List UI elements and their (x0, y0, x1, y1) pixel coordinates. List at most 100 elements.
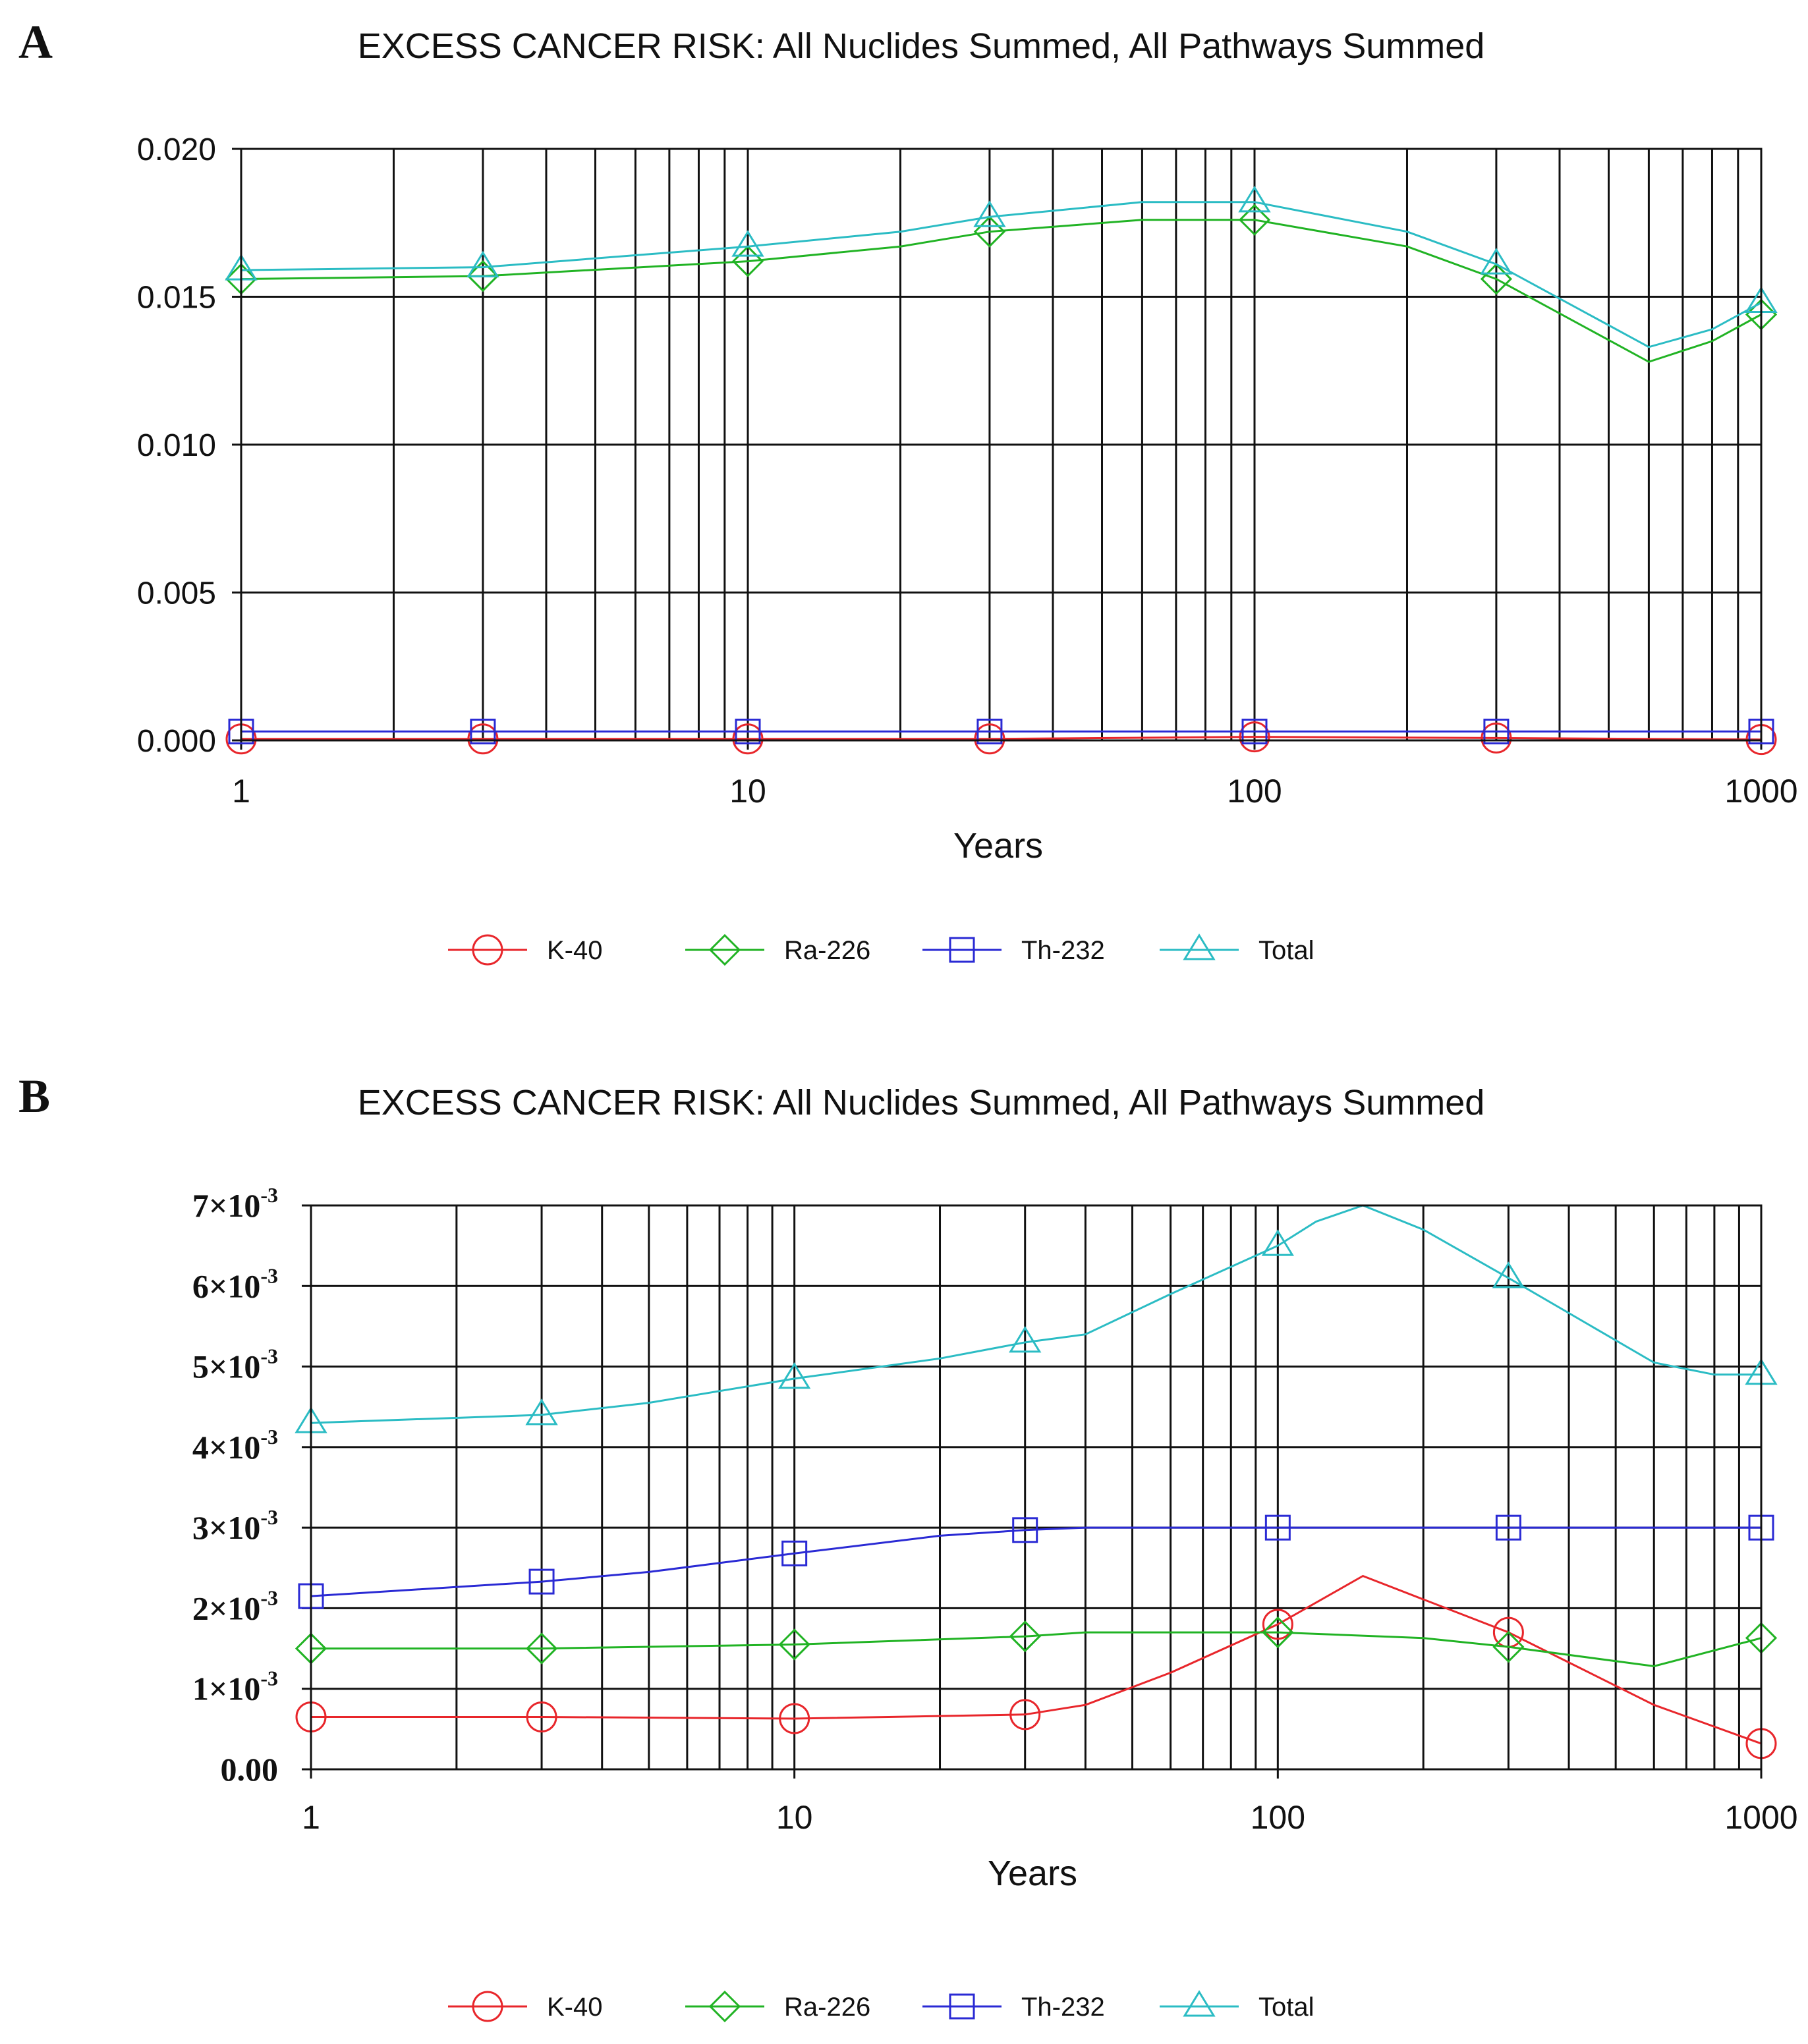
legend-label: Th-232 (1021, 1993, 1105, 2022)
y-tick-label: 5×10-3 (192, 1344, 278, 1385)
series-total (295, 1204, 1778, 1433)
y-axis-a: 0.000 0.005 0.010 0.015 0.020 (137, 132, 241, 759)
legend-marker (472, 934, 503, 966)
data-point-th-232 (528, 1568, 555, 1595)
data-point-k-40 (779, 1703, 810, 1734)
data-point-total (1480, 248, 1513, 275)
series-k-40 (295, 1574, 1777, 1759)
data-point-total (1238, 185, 1271, 213)
data-point-ra-226 (1492, 1631, 1525, 1663)
series-line-total (310, 1204, 1761, 1424)
y-tick-label: 0.020 (137, 132, 216, 167)
x-tick-label: 100 (1227, 773, 1282, 810)
x-tick-label: 1000 (1724, 1799, 1797, 1836)
panel-a: A EXCESS CANCER RISK: All Nuclides Summe… (18, 16, 1798, 966)
series-line-th-232 (310, 1526, 1761, 1597)
y-axis-b: 0.001×10-32×10-33×10-34×10-35×10-36×10-3… (192, 1183, 311, 1788)
y-tick-label: 0.015 (137, 281, 216, 316)
legend-label: Ra-226 (784, 1993, 870, 2022)
legend-a: K-40 Ra-226 Th-232 Total (448, 933, 1314, 966)
data-point-total (1492, 1261, 1525, 1288)
legend-label: Ra-226 (784, 936, 870, 965)
data-point-th-232 (1495, 1514, 1521, 1541)
data-point-total (466, 250, 499, 278)
legend-item-th-232: Th-232 (922, 1993, 1105, 2022)
series-ra-226 (295, 1616, 1778, 1668)
data-point-k-40 (1262, 1609, 1293, 1640)
legend-b: K-40 Ra-226 Th-232 Total (448, 1990, 1314, 2023)
data-point-total (1009, 1326, 1042, 1353)
y-tick-label-base: 2×10 (192, 1589, 261, 1626)
y-tick-label: 6×10-3 (192, 1263, 278, 1304)
y-tick-label-exponent: -3 (260, 1263, 278, 1287)
y-tick-label-base: 1×10 (192, 1671, 261, 1707)
y-tick-label-base: 6×10 (192, 1267, 261, 1304)
legend-item-k-40: K-40 (448, 1991, 603, 2022)
x-axis-label-a: Years (953, 826, 1043, 866)
x-tick-label: 1 (302, 1799, 320, 1836)
legend-item-k-40: K-40 (448, 934, 603, 966)
data-point-th-232 (1012, 1517, 1038, 1543)
y-tick-label: 2×10-3 (192, 1586, 278, 1626)
legend-label: Total (1258, 936, 1314, 965)
series-line-k-40 (241, 736, 1762, 741)
data-point-k-40 (467, 723, 499, 755)
y-tick-label-base: 0.00 (221, 1751, 279, 1788)
x-tick-label: 100 (1251, 1799, 1305, 1836)
data-point-th-232 (976, 719, 1003, 745)
data-point-k-40 (1239, 721, 1270, 753)
y-tick-label-base: 3×10 (192, 1509, 261, 1546)
y-tick-label: 3×10-3 (192, 1505, 278, 1546)
x-axis-label-b: Years (988, 1854, 1077, 1893)
data-point-k-40 (732, 723, 764, 755)
y-tick-label-exponent: -3 (260, 1667, 278, 1690)
data-point-ra-226 (466, 260, 499, 292)
panel-letter-a: A (18, 16, 53, 69)
series-k-40 (225, 721, 1777, 756)
x-tick-label: 1 (232, 773, 250, 810)
data-point-th-232 (1483, 719, 1510, 745)
legend-item-total: Total (1160, 933, 1314, 965)
series-line-ra-226 (240, 219, 1762, 363)
legend-marker (949, 937, 975, 963)
data-point-th-232 (735, 719, 761, 745)
y-tick-label-exponent: -3 (260, 1586, 278, 1609)
legend-item-th-232: Th-232 (922, 936, 1105, 965)
y-tick-label-exponent: -3 (260, 1183, 278, 1207)
y-tick-label: 1×10-3 (192, 1667, 278, 1707)
y-tick-label: 4×10-3 (192, 1425, 278, 1466)
data-point-th-232 (1264, 1514, 1291, 1541)
panel-b: B EXCESS CANCER RISK: All Nuclides Summe… (18, 1070, 1798, 2023)
y-tick-label-base: 7×10 (192, 1187, 261, 1224)
y-tick-label: 0.005 (137, 576, 216, 611)
data-point-k-40 (974, 723, 1005, 755)
legend-item-total: Total (1160, 1990, 1314, 2022)
series-a (225, 185, 1778, 756)
x-tick-label: 10 (729, 773, 766, 810)
series-total (225, 185, 1778, 348)
series-line-total (240, 201, 1762, 348)
legend-label: Th-232 (1021, 936, 1105, 965)
plot-frame-a (240, 148, 1763, 742)
legend-label: K-40 (547, 1993, 603, 2022)
grid-a (241, 149, 1761, 740)
legend-marker (708, 1990, 741, 2023)
legend-item-ra-226: Ra-226 (685, 933, 870, 966)
y-tick-label-base: 5×10 (192, 1348, 261, 1385)
x-axis-b: 1 10 100 1000 (302, 1769, 1798, 1836)
data-point-total (525, 1398, 558, 1425)
data-point-th-232 (470, 719, 496, 745)
x-tick-label: 10 (776, 1799, 813, 1836)
series-ra-226 (225, 204, 1778, 363)
legend-label: K-40 (547, 936, 603, 965)
panel-letter-b: B (18, 1070, 50, 1122)
y-tick-label-base: 4×10 (192, 1429, 261, 1466)
data-point-ra-226 (1262, 1616, 1294, 1649)
grid-b (311, 1205, 1761, 1769)
y-tick-label: 0.000 (137, 724, 216, 759)
chart-title-b: EXCESS CANCER RISK: All Nuclides Summed,… (358, 1083, 1485, 1122)
series-th-232 (228, 719, 1774, 745)
series-b (295, 1204, 1778, 1759)
data-point-k-40 (526, 1701, 557, 1733)
